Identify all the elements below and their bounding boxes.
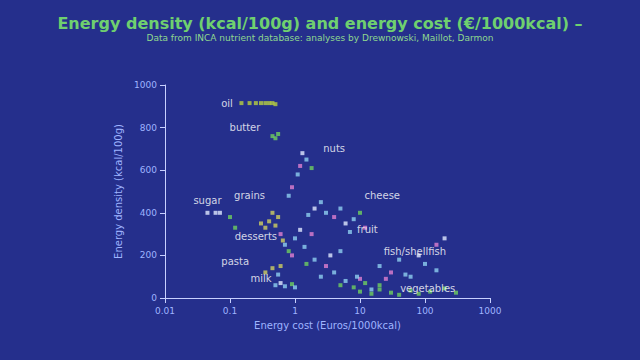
svg-text:oil: oil: [221, 98, 233, 109]
svg-text:fruit: fruit: [357, 224, 378, 235]
svg-text:pasta: pasta: [221, 256, 249, 267]
svg-text:grains: grains: [234, 190, 265, 201]
svg-text:800: 800: [140, 123, 157, 133]
svg-text:0.1: 0.1: [223, 306, 237, 316]
svg-text:Data from INCA nutrient databa: Data from INCA nutrient database: analys…: [147, 33, 494, 43]
svg-text:1: 1: [292, 306, 298, 316]
svg-text:100: 100: [416, 306, 433, 316]
svg-text:vegetables: vegetables: [400, 283, 455, 294]
svg-text:desserts: desserts: [235, 231, 277, 242]
svg-text:1000: 1000: [134, 80, 157, 90]
svg-text:nuts: nuts: [323, 143, 345, 154]
svg-text:0: 0: [151, 293, 157, 303]
svg-text:200: 200: [140, 250, 157, 260]
svg-text:butter: butter: [230, 122, 262, 133]
svg-text:Energy density (kcal/100g): Energy density (kcal/100g): [113, 124, 124, 259]
svg-text:fish/shellfish: fish/shellfish: [384, 246, 446, 257]
svg-text:1000: 1000: [479, 306, 502, 316]
svg-text:Energy density (kcal/100g) and: Energy density (kcal/100g) and energy co…: [57, 14, 582, 33]
svg-text:10: 10: [354, 306, 366, 316]
svg-text:milk: milk: [250, 273, 271, 284]
svg-text:cheese: cheese: [364, 190, 400, 201]
svg-text:sugar: sugar: [193, 195, 222, 206]
svg-text:Energy cost (Euros/1000kcal): Energy cost (Euros/1000kcal): [254, 320, 401, 331]
svg-text:600: 600: [140, 165, 157, 175]
svg-text:0.01: 0.01: [155, 306, 175, 316]
svg-text:400: 400: [140, 208, 157, 218]
